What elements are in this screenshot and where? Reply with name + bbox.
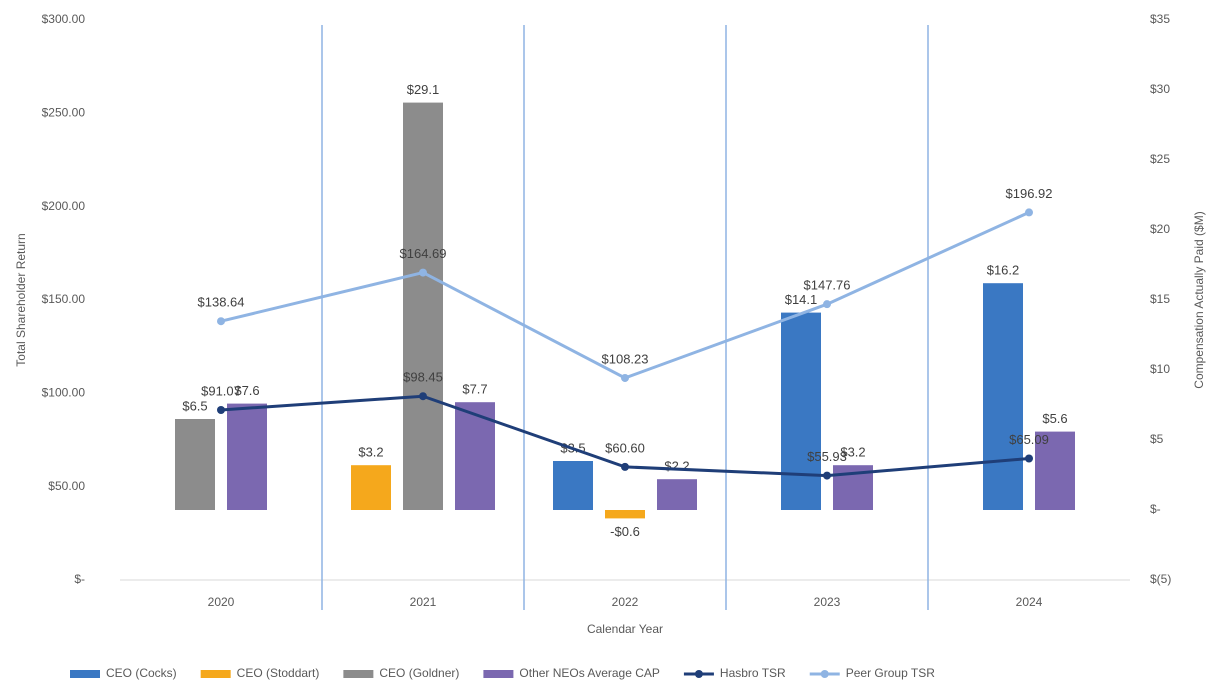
line-point (217, 406, 225, 415)
line-label: $138.64 (198, 295, 245, 310)
bar-label: $29.1 (407, 82, 440, 97)
bar-label: $7.7 (462, 382, 487, 397)
bar-label: -$0.6 (610, 524, 640, 539)
y2-axis-title: Compensation Actually Paid ($M) (1192, 211, 1206, 388)
bar-label: $3.2 (840, 445, 865, 460)
line-label: $60.60 (605, 440, 645, 455)
bar (1035, 431, 1075, 510)
y2-tick-label: $- (1150, 502, 1161, 516)
y2-tick-label: $5 (1150, 432, 1164, 446)
line-label: $164.69 (400, 246, 447, 261)
y-tick-label: $200.00 (42, 199, 86, 213)
line-label: $91.07 (201, 383, 241, 398)
bar (781, 312, 821, 510)
legend-label: Peer Group TSR (846, 666, 935, 680)
line-point (419, 268, 427, 277)
bar (983, 283, 1023, 510)
bar-label: $2.2 (664, 459, 689, 474)
legend-label: CEO (Stoddart) (237, 666, 320, 680)
line-point (419, 392, 427, 401)
bar-label: $6.5 (182, 398, 207, 413)
legend-swatch (200, 670, 231, 678)
line-point (621, 462, 629, 471)
line-label: $196.92 (1006, 186, 1053, 201)
y2-tick-label: $35 (1150, 12, 1170, 26)
y2-tick-label: $10 (1150, 362, 1170, 376)
bar-label: $7.6 (234, 383, 259, 398)
line-point (823, 471, 831, 480)
y-tick-label: $300.00 (42, 12, 86, 26)
line-point (823, 300, 831, 309)
y-tick-label: $150.00 (42, 292, 86, 306)
line-label: $147.76 (804, 278, 851, 293)
x-tick-label: 2020 (208, 595, 235, 609)
y-axis-title: Total Shareholder Return (14, 233, 28, 366)
line-label: $98.45 (403, 370, 443, 385)
x-tick-label: 2023 (814, 595, 841, 609)
bar (553, 461, 593, 510)
y2-tick-label: $(5) (1150, 572, 1171, 586)
bar (175, 419, 215, 510)
x-tick-label: 2024 (1016, 595, 1043, 609)
line-point (1025, 454, 1033, 463)
bar-label: $3.2 (358, 445, 383, 460)
y2-tick-label: $20 (1150, 222, 1170, 236)
legend-label: CEO (Goldner) (379, 666, 459, 680)
bar (657, 479, 697, 510)
x-tick-label: 2022 (612, 595, 639, 609)
line-point (1025, 208, 1033, 217)
y-tick-label: $- (74, 572, 85, 586)
y-tick-label: $250.00 (42, 106, 86, 120)
bar-label: $14.1 (785, 292, 818, 307)
legend-swatch (343, 670, 374, 678)
bar (227, 403, 267, 510)
legend-swatch (694, 670, 703, 678)
line-point (621, 373, 629, 382)
legend-label: Hasbro TSR (720, 666, 786, 680)
legend-swatch (820, 670, 829, 678)
y-tick-label: $50.00 (48, 479, 85, 493)
legend-swatch (70, 670, 100, 678)
line-label: $65.09 (1009, 432, 1049, 447)
y2-tick-label: $15 (1150, 292, 1170, 306)
line-label: $55.93 (807, 449, 847, 464)
y2-tick-label: $30 (1150, 82, 1170, 96)
x-axis-title: Calendar Year (587, 622, 663, 636)
bar-label: $5.6 (1042, 411, 1067, 426)
bar (403, 102, 443, 510)
y2-tick-label: $25 (1150, 152, 1170, 166)
legend-label: Other NEOs Average CAP (519, 666, 660, 680)
y-tick-label: $100.00 (42, 386, 86, 400)
bar (605, 510, 645, 519)
legend-swatch (483, 670, 514, 678)
legend-label: CEO (Cocks) (106, 666, 177, 680)
x-tick-label: 2021 (410, 595, 437, 609)
line-label: $108.23 (602, 351, 649, 366)
bar (351, 465, 391, 510)
line-point (217, 317, 225, 326)
bar-label: $16.2 (987, 263, 1020, 278)
